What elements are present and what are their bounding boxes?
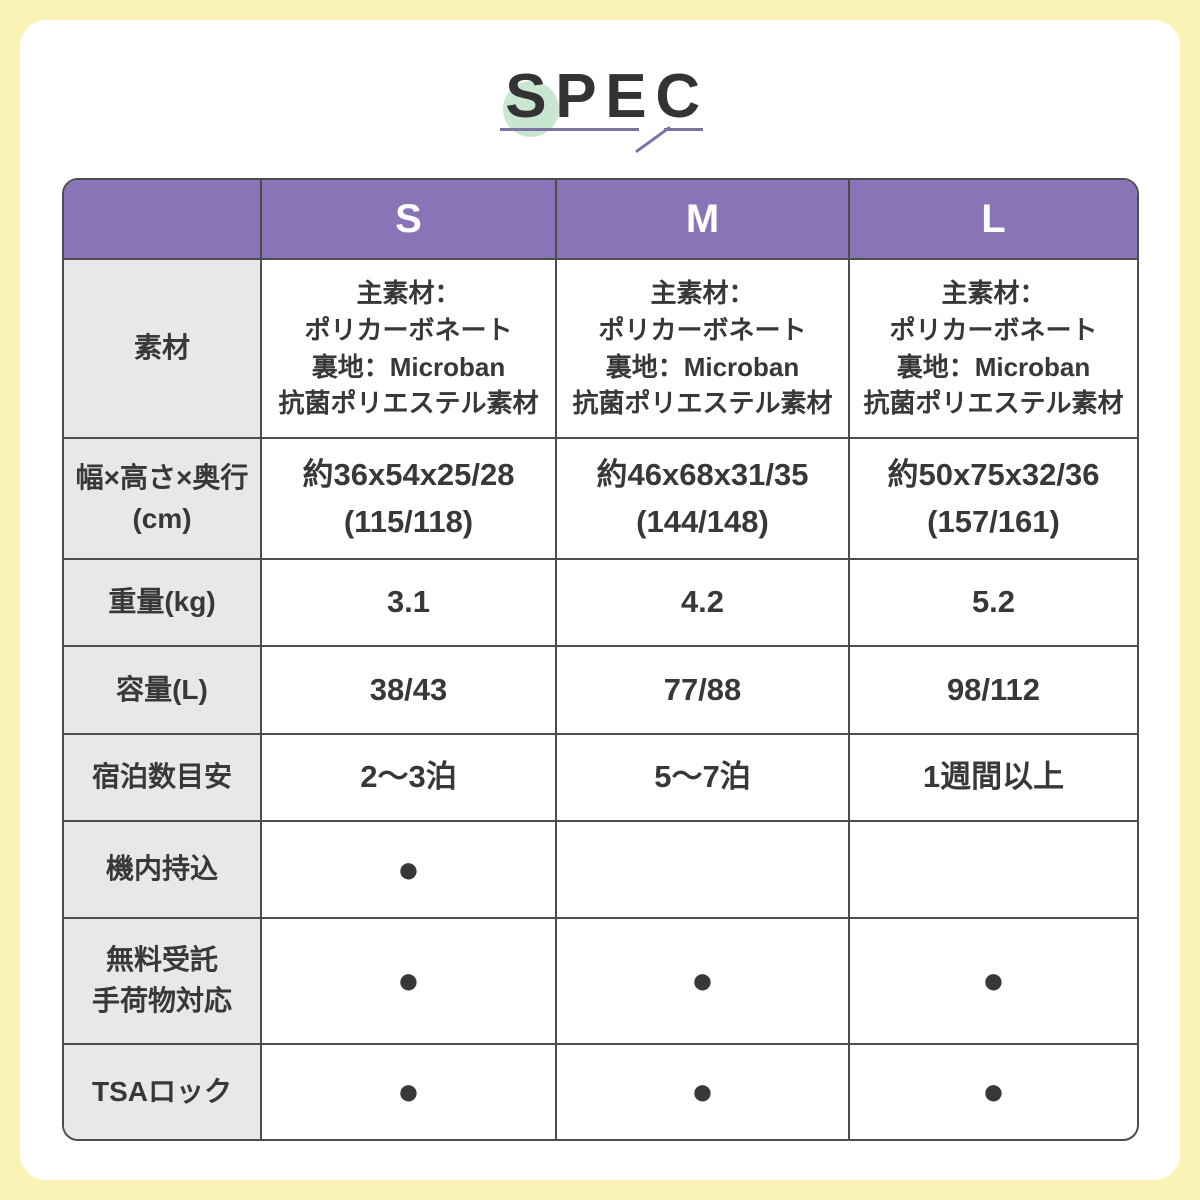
cell-text-line: 裏地：Microban [311, 351, 506, 382]
spec-cell-nights-m: 5〜7泊 [557, 735, 850, 822]
cell-text-line: 3.1 [386, 584, 431, 620]
cell-text-line: 裏地：Microban [605, 351, 800, 382]
page-title: SPEC [505, 62, 709, 131]
feature-dot: ● [982, 960, 1005, 1002]
cell-text-line: M [685, 196, 720, 241]
cell-text-line: TSAロック [91, 1075, 232, 1107]
cell-text-line: 98/112 [946, 671, 1041, 707]
cell-text-line: 裏地：Microban [896, 351, 1091, 382]
cell-text-line: 主素材： [941, 277, 1046, 308]
spec-cell-free-checked-l: ● [850, 919, 1137, 1045]
row-label-material: 素材 [64, 260, 262, 439]
spec-cell-weight-s: 3.1 [262, 560, 557, 647]
cell-text-line: ポリカーボネート [304, 314, 513, 345]
cell-text-line: 重量(kg) [108, 586, 216, 618]
spec-cell-capacity-m: 77/88 [557, 647, 850, 735]
feature-dot: ● [691, 1071, 714, 1113]
row-label-weight: 重量(kg) [64, 560, 262, 647]
spec-cell-free-checked-s: ● [262, 919, 557, 1045]
cell-text-line: S [395, 196, 422, 241]
cell-text-line: 素材 [133, 332, 190, 364]
spec-table: S M L 素材 主素材： ポリカーボネート 裏地：Microban 抗菌ポリエステル素材 主素… [62, 178, 1139, 1141]
spec-cell-material-m: 主素材： ポリカーボネート 裏地：Microban 抗菌ポリエステル素材 [557, 260, 850, 439]
cell-text-line: (144/148) [636, 503, 769, 539]
row-label-tsa-lock: TSAロック [64, 1045, 262, 1139]
cell-text-line: 約36x54x25/28 [302, 457, 515, 492]
row-label-dimensions: 幅×高さ×奥行 (cm) [64, 439, 262, 560]
cell-text-line: ポリカーボネート [598, 314, 807, 345]
cell-text-line: 抗菌ポリエステル素材 [863, 388, 1124, 419]
row-label-capacity: 容量(L) [64, 647, 262, 735]
spec-cell-carry-on-m [557, 822, 850, 919]
feature-dot: ● [691, 960, 714, 1002]
cell-text-line: 38/43 [369, 671, 448, 707]
title-accent-circle [503, 81, 559, 137]
spec-cell-capacity-l: 98/112 [850, 647, 1137, 735]
feature-dot: ● [397, 960, 420, 1002]
row-label-carry-on: 機内持込 [64, 822, 262, 919]
feature-dot: ● [397, 848, 420, 891]
cell-text-line: 主素材： [356, 277, 461, 308]
cell-text-line: 1週間以上 [922, 759, 1065, 795]
cell-text-line: (115/118) [343, 503, 474, 539]
spec-cell-material-l: 主素材： ポリカーボネート 裏地：Microban 抗菌ポリエステル素材 [850, 260, 1137, 439]
column-header-l: L [850, 180, 1137, 260]
spec-cell-weight-m: 4.2 [557, 560, 850, 647]
row-label-free-checked: 無料受託 手荷物対応 [64, 919, 262, 1045]
spec-cell-carry-on-l [850, 822, 1137, 919]
spec-cell-tsa-lock-s: ● [262, 1045, 557, 1139]
cell-text-line: ポリカーボネート [889, 314, 1098, 345]
spec-cell-material-s: 主素材： ポリカーボネート 裏地：Microban 抗菌ポリエステル素材 [262, 260, 557, 439]
title-underline-left [500, 128, 639, 131]
cell-text-line: 無料受託 [105, 944, 218, 976]
spec-cell-nights-l: 1週間以上 [850, 735, 1137, 822]
cell-text-line: 5〜7泊 [654, 759, 751, 795]
title-block: SPEC [0, 0, 1200, 170]
cell-text-line: 4.2 [680, 584, 725, 620]
column-header-m: M [557, 180, 850, 260]
feature-dot: ● [982, 1071, 1005, 1113]
feature-dot: ● [397, 1071, 420, 1113]
cell-text-line: 手荷物対応 [91, 985, 232, 1016]
spec-cell-tsa-lock-m: ● [557, 1045, 850, 1139]
spec-cell-nights-s: 2〜3泊 [262, 735, 557, 822]
cell-text-line: (157/161) [927, 503, 1060, 539]
header-corner-cell [64, 180, 262, 260]
cell-text-line: 宿泊数目安 [91, 761, 232, 793]
row-label-nights: 宿泊数目安 [64, 735, 262, 822]
cell-text-line: 抗菌ポリエステル素材 [572, 388, 833, 419]
cell-text-line: 幅×高さ×奥行 [75, 461, 249, 493]
column-header-s: S [262, 180, 557, 260]
cell-text-line: 5.2 [971, 584, 1016, 620]
spec-cell-tsa-lock-l: ● [850, 1045, 1137, 1139]
cell-text-line: 約46x68x31/35 [596, 457, 809, 492]
cell-text-line: 約50x75x32/36 [887, 457, 1100, 492]
spec-cell-weight-l: 5.2 [850, 560, 1137, 647]
cell-text-line: 機内持込 [105, 853, 218, 885]
cell-text-line: 77/88 [663, 671, 742, 707]
spec-cell-carry-on-s: ● [262, 822, 557, 919]
spec-cell-capacity-s: 38/43 [262, 647, 557, 735]
spec-cell-dimensions-m: 約46x68x31/35 (144/148) [557, 439, 850, 560]
spec-cell-dimensions-s: 約36x54x25/28 (115/118) [262, 439, 557, 560]
title-underline-right [664, 128, 703, 131]
cell-text-line: 主素材： [650, 277, 755, 308]
cell-text-line: 容量(L) [116, 673, 208, 705]
cell-text-line: (cm) [132, 502, 192, 534]
cell-text-line: 抗菌ポリエステル素材 [278, 388, 539, 419]
spec-cell-dimensions-l: 約50x75x32/36 (157/161) [850, 439, 1137, 560]
cell-text-line: 2〜3泊 [360, 759, 457, 795]
cell-text-line: L [981, 196, 1006, 241]
spec-cell-free-checked-m: ● [557, 919, 850, 1045]
